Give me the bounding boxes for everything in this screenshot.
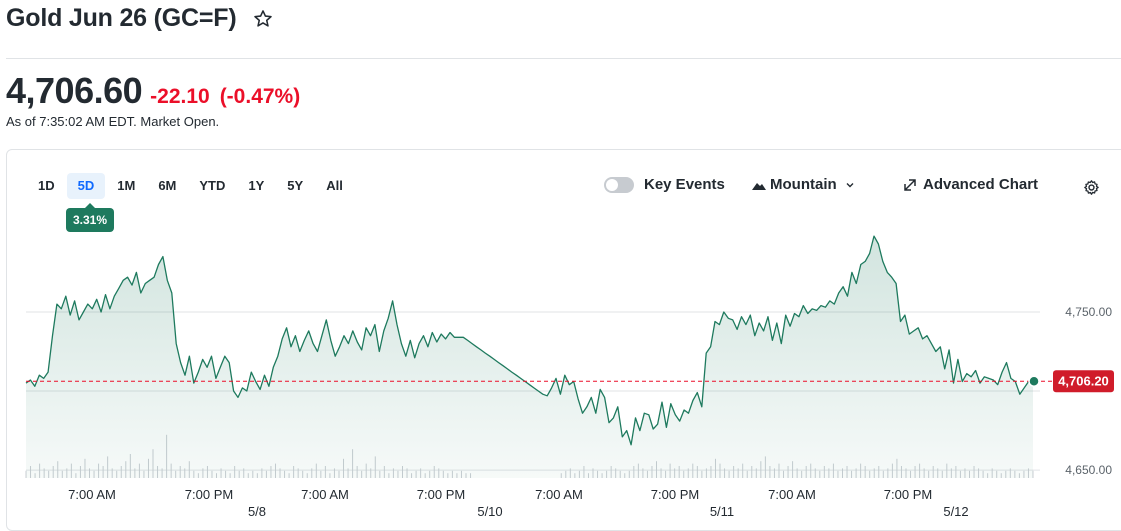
range-selector: 1D 5D 1M 6M YTD 1Y 5Y All [27,173,355,199]
price-line [25,235,1034,446]
current-price: 4,706.60 [6,70,143,111]
range-5y[interactable]: 5Y [287,178,304,193]
price-row: 4,706.60 -22.10 (-0.47%) [6,70,300,112]
x-tick-label: 7:00 AM [301,487,349,502]
star-icon[interactable] [252,8,274,30]
current-price-tag: 4,706.20 [1053,370,1114,393]
key-events-toggle[interactable]: Key Events [604,176,725,193]
range-1d[interactable]: 1D [38,178,55,193]
range-5d[interactable]: 5D [66,173,106,199]
x-date-label: 5/11 [710,504,734,519]
x-tick-label: 7:00 AM [535,487,583,502]
price-tag-background [1053,370,1114,393]
y-tick-label: 4,650.00 [1065,463,1112,477]
x-tick-label: 7:00 PM [651,487,699,502]
range-1y[interactable]: 1Y [248,178,265,193]
mountain-icon [752,182,766,190]
chart-type-label: Mountain [770,176,837,193]
expand-icon [904,178,916,191]
price-change: -22.10 [150,85,210,108]
advanced-chart-button[interactable]: Advanced Chart [903,176,1038,193]
x-tick-label: 7:00 AM [768,487,816,502]
x-tick-label: 7:00 PM [185,487,233,502]
y-tick-label: 4,750.00 [1065,305,1112,319]
quote-header: Gold Jun 26 (GC=F) [6,4,274,33]
range-ytd[interactable]: YTD [199,178,226,193]
range-6m[interactable]: 6M [158,178,177,193]
x-date-label: 5/10 [477,504,502,519]
x-date-label: 5/8 [248,504,266,519]
x-tick-label: 7:00 PM [884,487,932,502]
x-tick-label: 7:00 PM [417,487,465,502]
x-tick-label: 7:00 AM [68,487,116,502]
price-change-percent: (-0.47%) [219,85,301,108]
advanced-chart-label: Advanced Chart [923,176,1039,193]
current-price-label: 4,706.20 [1058,374,1109,389]
header-divider [6,58,1121,59]
market-time: As of 7:35:02 AM EDT. Market Open. [6,114,220,129]
toggle-switch[interactable] [604,176,634,193]
chart-type-dropdown[interactable]: Mountain [752,176,855,193]
x-date-label: 5/12 [943,504,968,519]
range-all[interactable]: All [326,178,343,193]
gear-icon[interactable] [1083,179,1100,196]
price-area [26,236,1033,478]
current-point [1028,375,1040,387]
range-1m[interactable]: 1M [117,178,136,193]
range-change-badge: 3.31% [66,203,114,232]
key-events-label: Key Events [644,176,725,193]
chevron-down-icon [846,182,854,187]
page-title: Gold Jun 26 (GC=F) [6,4,237,32]
